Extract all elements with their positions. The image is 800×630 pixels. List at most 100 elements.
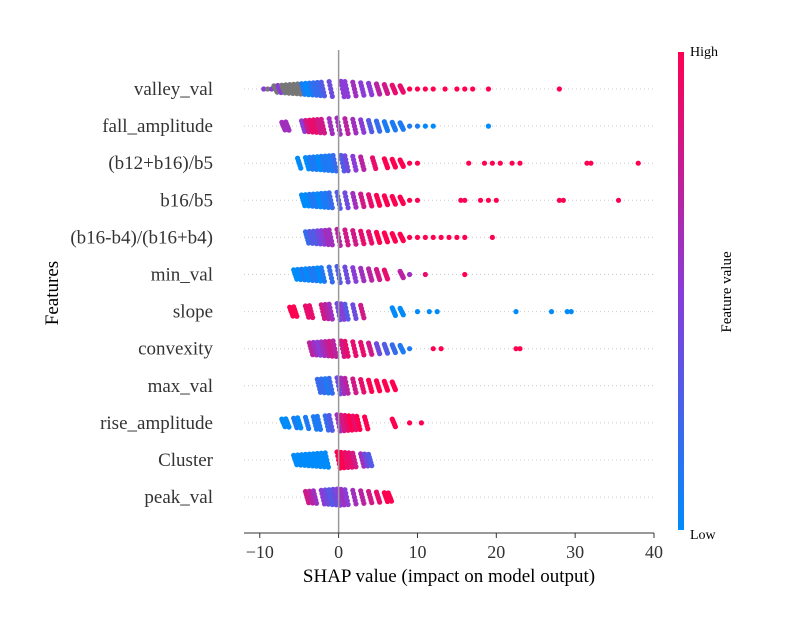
- shap-point: [313, 500, 320, 506]
- shap-point: [361, 203, 367, 210]
- shap-point: [329, 205, 335, 211]
- feature-label: convexity: [138, 339, 213, 360]
- shap-point: [377, 239, 383, 245]
- shap-point: [392, 312, 399, 318]
- shap-point: [384, 239, 391, 245]
- shap-point: [341, 168, 347, 174]
- shap-point: [369, 277, 375, 283]
- shap-point: [345, 205, 351, 211]
- shap-point: [369, 500, 375, 506]
- shap-point: [462, 197, 468, 203]
- shap-point: [353, 315, 359, 321]
- shap-point: [341, 316, 347, 322]
- shap-point: [485, 197, 492, 203]
- shap-point: [406, 420, 413, 426]
- shap-point: [430, 346, 436, 352]
- shap-point: [430, 86, 436, 92]
- shap-point: [392, 90, 399, 96]
- feature-label: fall_amplitude: [102, 116, 213, 137]
- feature-label: Cluster: [158, 450, 214, 471]
- shap-point: [353, 204, 359, 210]
- y-axis-title: Features: [42, 261, 63, 325]
- feature-rows: valley_val fall_amplitude (b12+b16)/b5 b16/…: [70, 79, 654, 508]
- shap-point: [349, 464, 355, 470]
- shap-point: [361, 389, 367, 395]
- shap-point: [361, 278, 367, 284]
- shap-point: [560, 197, 566, 203]
- shap-point: [373, 165, 379, 172]
- shap-point: [400, 163, 406, 169]
- shap-point: [556, 86, 562, 92]
- shap-point: [361, 129, 367, 135]
- shap-point: [400, 238, 406, 244]
- shap-point: [454, 234, 460, 240]
- shap-point: [384, 127, 391, 134]
- shap-point: [353, 93, 359, 99]
- shap-point: [329, 390, 335, 396]
- shap-point: [377, 388, 383, 394]
- shap-point: [321, 241, 328, 247]
- shap-point: [325, 464, 331, 470]
- shap-point: [588, 160, 594, 166]
- shap-point: [286, 127, 292, 133]
- shap-point: [466, 160, 472, 166]
- shap-point: [458, 197, 464, 203]
- shap-point: [481, 160, 488, 166]
- shap-point: [493, 197, 499, 203]
- shap-point: [294, 313, 300, 319]
- shap-point: [430, 123, 436, 129]
- shap-point: [321, 390, 328, 396]
- feature-label: slope: [173, 302, 213, 323]
- shap-point: [414, 160, 421, 166]
- shap-point: [353, 464, 359, 470]
- shap-point: [406, 123, 413, 129]
- shap-point: [353, 427, 359, 433]
- shap-point: [345, 93, 351, 99]
- shap-point: [369, 388, 375, 394]
- shap-point: [462, 271, 468, 278]
- shap-point: [329, 242, 335, 248]
- shap-point: [306, 425, 312, 432]
- shap-point: [361, 315, 367, 321]
- shap-point: [384, 350, 391, 356]
- shap-point: [414, 123, 421, 129]
- x-tick-label: 0: [334, 542, 343, 562]
- shap-point: [470, 86, 476, 92]
- shap-point: [377, 202, 383, 208]
- feature-label: (b16-b4)/(b16+b4): [70, 227, 213, 248]
- shap-point: [430, 234, 436, 240]
- shap-point: [377, 276, 383, 283]
- shap-point: [325, 501, 331, 507]
- shap-point: [345, 353, 351, 359]
- shap-point: [365, 426, 371, 432]
- shap-point: [462, 234, 468, 240]
- shap-point: [361, 463, 367, 469]
- colorbar-low-label: Low: [690, 528, 717, 543]
- x-tick-label: 10: [408, 542, 426, 562]
- shap-point: [369, 92, 375, 98]
- shap-point: [392, 424, 399, 430]
- shap-point: [414, 234, 421, 240]
- shap-point: [333, 502, 339, 508]
- shap-point: [392, 201, 399, 207]
- shap-point: [353, 278, 359, 284]
- shap-point: [400, 89, 406, 95]
- shap-point: [392, 349, 399, 356]
- shap-point: [333, 168, 339, 174]
- shap-point: [422, 123, 428, 129]
- shap-point: [321, 204, 328, 210]
- shap-point: [345, 390, 351, 396]
- shap-point: [321, 278, 328, 284]
- shap-point: [384, 90, 391, 96]
- shap-point: [400, 349, 406, 355]
- shap-point: [556, 197, 562, 203]
- shap-point: [422, 86, 428, 92]
- shap-point: [321, 501, 328, 507]
- shap-point: [426, 309, 432, 315]
- shap-point: [442, 86, 448, 92]
- shap-point: [406, 234, 413, 240]
- shap-point: [400, 312, 406, 318]
- shap-point: [329, 279, 335, 285]
- shap-point: [329, 501, 335, 508]
- shap-point: [384, 276, 391, 282]
